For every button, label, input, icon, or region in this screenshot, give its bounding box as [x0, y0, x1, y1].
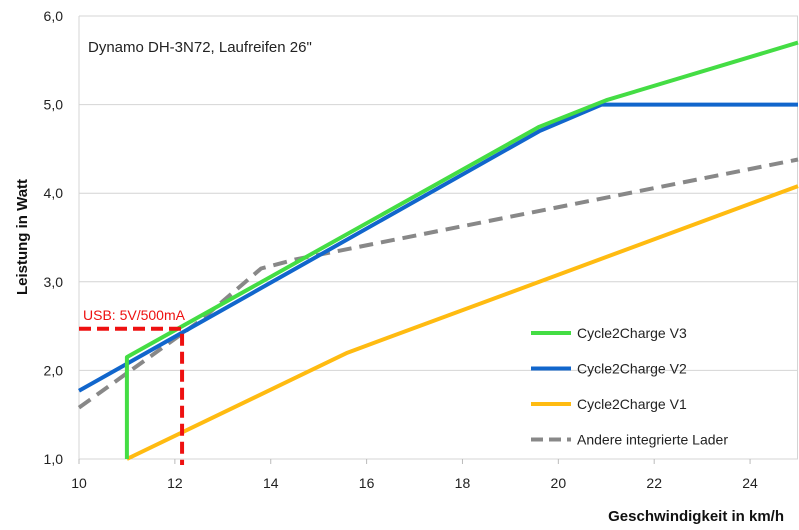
- x-tick-label: 18: [455, 475, 471, 491]
- x-tick-label: 24: [742, 475, 758, 491]
- x-tick-label: 22: [646, 475, 662, 491]
- y-axis-label: Leistung in Watt: [14, 179, 31, 295]
- legend-label: Cycle2Charge V3: [577, 325, 687, 341]
- series-line-cycle2charge-v2: [78, 102, 798, 393]
- y-tick-label: 6,0: [44, 8, 64, 24]
- series-line-cycle2charge-v3: [124, 40, 799, 459]
- x-axis-label: Geschwindigkeit in km/h: [608, 508, 784, 525]
- x-tick-label: 20: [551, 475, 567, 491]
- y-tick-label: 3,0: [44, 274, 64, 290]
- legend-label: Andere integrierte Lader: [577, 432, 728, 448]
- x-tick-label: 16: [359, 475, 375, 491]
- axis-ticks: 1,0 2,0 3,0 4,0 5,0 6,0 10 12 14 16 18 20 22 24: [44, 8, 759, 491]
- legend-label: Cycle2Charge V1: [577, 396, 687, 412]
- usb-annotation: USB: 5V/500mA: [79, 307, 186, 465]
- legend: Cycle2Charge V3 Cycle2Charge V2 Cycle2Char…: [531, 325, 728, 448]
- grid-lines: [78, 15, 798, 460]
- y-tick-label: 2,0: [44, 362, 64, 378]
- x-tick-label: 12: [167, 475, 183, 491]
- series-lines: [77, 40, 799, 461]
- chart-title: Dynamo DH-3N72, Laufreifen 26": [88, 39, 312, 56]
- x-tick-label: 14: [263, 475, 279, 491]
- usb-annotation-label: USB: 5V/500mA: [83, 307, 186, 323]
- legend-label: Cycle2Charge V2: [577, 361, 687, 377]
- series-line-cycle2charge-v1: [126, 184, 799, 461]
- series-line-andere-integrierte-lader: [77, 157, 799, 410]
- y-tick-label: 5,0: [44, 97, 64, 113]
- y-tick-label: 1,0: [44, 451, 64, 467]
- x-tick-label: 10: [71, 475, 87, 491]
- usb-threshold-line: [79, 326, 185, 465]
- y-tick-label: 4,0: [44, 185, 64, 201]
